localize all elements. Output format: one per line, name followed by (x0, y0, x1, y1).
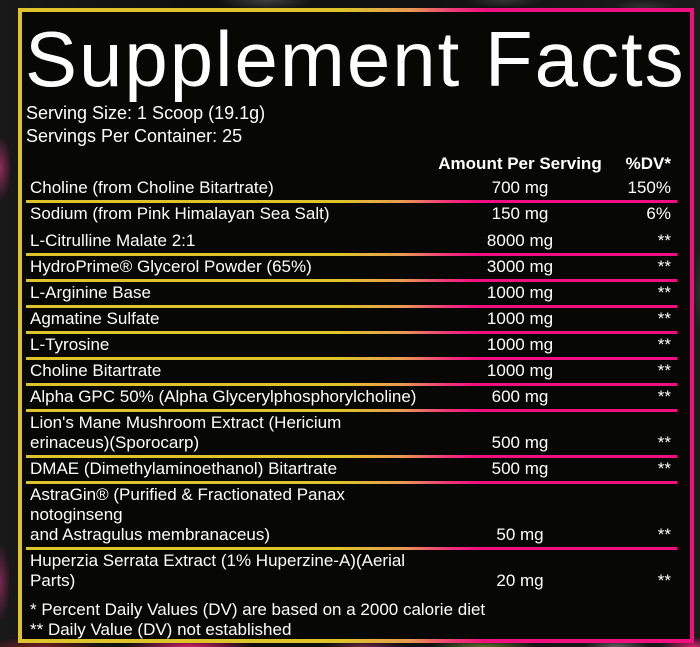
column-header-dv: %DV* (625, 154, 671, 173)
row-divider (26, 547, 677, 550)
ingredient-dv: ** (657, 571, 671, 590)
ingredient-name: Agmatine Sulfate (30, 309, 160, 328)
table-row: Sodium (from Pink Himalayan Sea Salt) 150… (26, 203, 677, 226)
table-row: AstraGin® (Purified & Fractionated Panax… (26, 484, 677, 547)
table-row: Agmatine Sulfate 1000 mg ** (26, 308, 677, 331)
ingredient-dv: ** (657, 525, 671, 544)
ingredient-dv: ** (657, 283, 671, 302)
table-header-row: Amount Per Serving %DV* (26, 152, 677, 176)
row-divider (26, 409, 677, 412)
ingredient-amount: 50 mg (496, 525, 544, 544)
table-row: Lion's Mane Mushroom Extract (Hericium e… (26, 412, 677, 455)
supplement-label-border: Supplement Facts Serving Size: 1 Scoop (… (18, 8, 694, 643)
ingredient-dv: ** (657, 257, 671, 276)
ingredient-amount: 150 mg (491, 204, 549, 223)
table-row: Huperzia Serrata Extract (1% Huperzine-A… (26, 550, 677, 593)
ingredient-amount: 500 mg (491, 433, 549, 452)
row-divider (26, 455, 677, 458)
row-divider (26, 481, 677, 484)
table-row: HydroPrime® Glycerol Powder (65%) 3000 mg… (26, 256, 677, 279)
ingredient-dv: ** (657, 231, 671, 250)
ingredient-name: Alpha GPC 50% (Alpha Glycerylphosphorylc… (30, 387, 417, 406)
row-divider (26, 305, 677, 308)
servings-per-container: Servings Per Container: 25 (26, 126, 243, 146)
ingredient-name: L-Tyrosine (30, 335, 110, 354)
ingredient-dv: 6% (646, 204, 671, 223)
serving-size: Serving Size: 1 Scoop (19.1g) (26, 103, 266, 123)
footnote-daily-values: * Percent Daily Values (DV) are based on… (30, 600, 486, 619)
supplement-facts-panel: Supplement Facts Serving Size: 1 Scoop (… (22, 12, 690, 639)
row-divider (26, 383, 677, 386)
row-divider (26, 279, 677, 282)
ingredient-dv: 150% (627, 178, 671, 197)
ingredient-amount: 1000 mg (486, 361, 554, 380)
ingredient-amount: 600 mg (491, 387, 549, 406)
footnotes: * Percent Daily Values (DV) are based on… (26, 600, 677, 640)
ingredient-amount: 1000 mg (486, 335, 554, 354)
page-title: Supplement Facts (25, 15, 686, 103)
table-row: Choline Bitartrate 1000 mg ** (26, 360, 677, 383)
ingredient-name: Huperzia Serrata Extract (1% Huperzine-A… (30, 551, 406, 590)
daily-values-section: Choline (from Choline Bitartrate) 700 mg 1… (26, 177, 677, 226)
ingredient-amount: 20 mg (496, 571, 544, 590)
ingredient-dv: ** (657, 433, 671, 452)
table-row: L-Citrulline Malate 2:1 8000 mg ** (26, 230, 677, 253)
ingredient-name: DMAE (Dimethylaminoethanol) Bitartrate (30, 459, 338, 478)
ingredient-name: Choline (from Choline Bitartrate) (30, 178, 274, 197)
ingredient-name: Sodium (from Pink Himalayan Sea Salt) (30, 204, 330, 223)
ingredient-name: Choline Bitartrate (30, 361, 162, 380)
ingredient-amount: 500 mg (491, 459, 549, 478)
row-divider (26, 253, 677, 256)
column-header-amount: Amount Per Serving (438, 154, 602, 173)
table-row: Alpha GPC 50% (Alpha Glycerylphosphorylc… (26, 386, 677, 409)
ingredient-name: AstraGin® (Purified & Fractionated Panax… (30, 485, 345, 544)
ingredient-amount: 700 mg (491, 178, 549, 197)
table-row: DMAE (Dimethylaminoethanol) Bitartrate 50… (26, 458, 677, 481)
ingredient-name: L-Arginine Base (30, 283, 151, 302)
row-divider (26, 357, 677, 360)
ingredient-dv: ** (657, 459, 671, 478)
table-row: Choline (from Choline Bitartrate) 700 mg 1… (26, 177, 677, 200)
row-divider (26, 331, 677, 334)
ingredient-name: L-Citrulline Malate 2:1 (30, 231, 196, 250)
ingredient-dv: ** (657, 335, 671, 354)
ingredient-amount: 1000 mg (486, 309, 554, 328)
ingredient-amount: 8000 mg (486, 231, 554, 250)
ingredient-amount: 3000 mg (486, 257, 554, 276)
ingredient-name: Lion's Mane Mushroom Extract (Hericium e… (30, 413, 342, 452)
ingredient-dv: ** (657, 309, 671, 328)
table-row: L-Arginine Base 1000 mg ** (26, 282, 677, 305)
ingredient-dv: ** (657, 387, 671, 406)
ingredients-section: L-Citrulline Malate 2:1 8000 mg ** HydroPri… (26, 230, 677, 593)
ingredient-amount: 1000 mg (486, 283, 554, 302)
footnote-dv-not-established: ** Daily Value (DV) not established (30, 620, 292, 639)
row-divider (26, 200, 677, 203)
ingredient-dv: ** (657, 361, 671, 380)
table-row: L-Tyrosine 1000 mg ** (26, 334, 677, 357)
ingredient-name: HydroPrime® Glycerol Powder (65%) (30, 257, 312, 276)
